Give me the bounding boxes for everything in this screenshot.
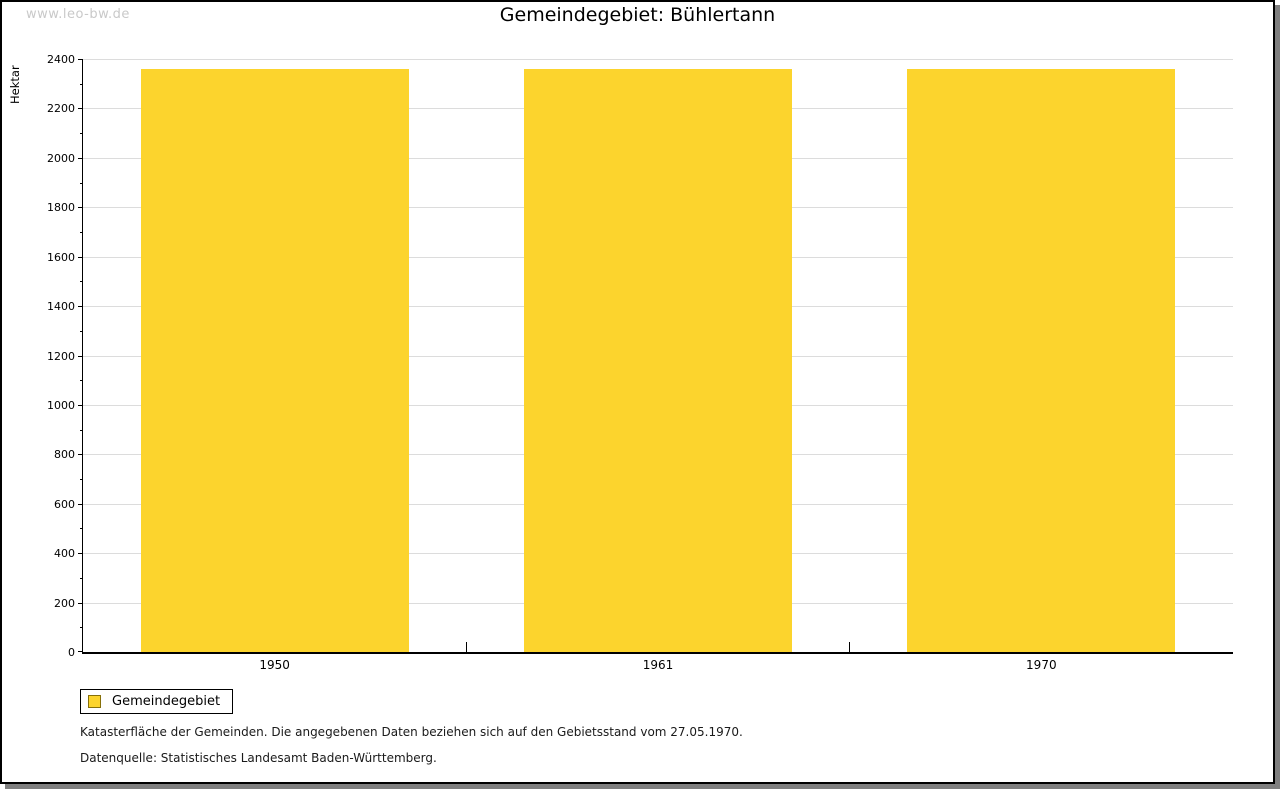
x-axis-boundary-tick [849, 642, 851, 652]
y-axis-tick-label: 600 [54, 497, 75, 511]
y-axis-tick-label: 2000 [47, 151, 75, 165]
x-axis-boundary-tick [465, 642, 467, 652]
y-axis-tick-label: 2200 [47, 102, 75, 116]
watermark: www.leo-bw.de [26, 7, 130, 22]
y-axis-tick-label: 1600 [47, 250, 75, 264]
y-axis-minor-tick [80, 83, 83, 85]
y-axis-major-tick [78, 157, 83, 159]
y-axis-major-tick [78, 651, 83, 652]
y-axis-tick-label: 1200 [47, 349, 75, 363]
y-axis-minor-tick [80, 231, 83, 233]
y-axis-minor-tick [80, 577, 83, 579]
y-axis-major-tick [78, 59, 83, 60]
y-axis-minor-tick [80, 281, 83, 283]
y-axis-tick-label: 1000 [47, 398, 75, 412]
y-axis-minor-tick [80, 429, 83, 431]
y-axis-minor-tick [80, 182, 83, 184]
y-axis-minor-tick [80, 627, 83, 629]
y-axis-minor-tick [80, 133, 83, 135]
y-axis-major-tick [78, 553, 83, 555]
bar-1950 [140, 69, 409, 652]
legend: Gemeindegebiet [80, 689, 234, 714]
y-axis-major-tick [78, 256, 83, 258]
plot-area: 0 200 400 600 800 1000 1200 1400 1600 1800 2000 220… [47, 53, 1233, 672]
y-axis-tick-label: 800 [54, 448, 75, 462]
y-axis-major-tick [78, 602, 83, 604]
y-axis-major-tick [78, 207, 83, 209]
y-axis-major-tick [78, 306, 83, 308]
footnote-gebietsstand: Katasterfläche der Gemeinden. Die angege… [80, 725, 743, 739]
y-axis-major-tick [78, 454, 83, 456]
y-axis-minor-tick [80, 528, 83, 530]
y-axis-tick-label: 1800 [47, 201, 75, 215]
y-axis-major-tick [78, 404, 83, 406]
bar-1961 [523, 69, 793, 652]
legend-swatch-icon [88, 695, 101, 708]
x-axis-category-label: 1950 [259, 658, 290, 672]
y-axis-tick-label: 400 [54, 547, 75, 561]
x-axis-category-label: 1970 [1026, 658, 1057, 672]
legend-label: Gemeindegebiet [112, 694, 221, 709]
gridline [83, 59, 1233, 60]
y-axis-tick-label: 0 [68, 646, 75, 659]
y-axis-title: Hektar [8, 65, 22, 104]
x-axis-category-label: 1961 [642, 658, 674, 672]
bar-1970 [907, 69, 1176, 652]
y-axis-tick-label: 1400 [47, 300, 75, 314]
y-axis-minor-tick [80, 330, 83, 332]
y-axis-major-tick [78, 108, 83, 110]
y-axis-tick-label: 200 [54, 596, 75, 610]
y-axis-major-tick [78, 355, 83, 357]
y-axis-minor-tick [80, 479, 83, 481]
y-axis-tick-label: 2400 [47, 53, 75, 66]
y-axis-minor-tick [80, 380, 83, 382]
footnote-datenquelle: Datenquelle: Statistisches Landesamt Bad… [80, 751, 437, 765]
y-axis-major-tick [78, 503, 83, 505]
chart-title: Gemeindegebiet: Bühlertann [499, 4, 776, 26]
